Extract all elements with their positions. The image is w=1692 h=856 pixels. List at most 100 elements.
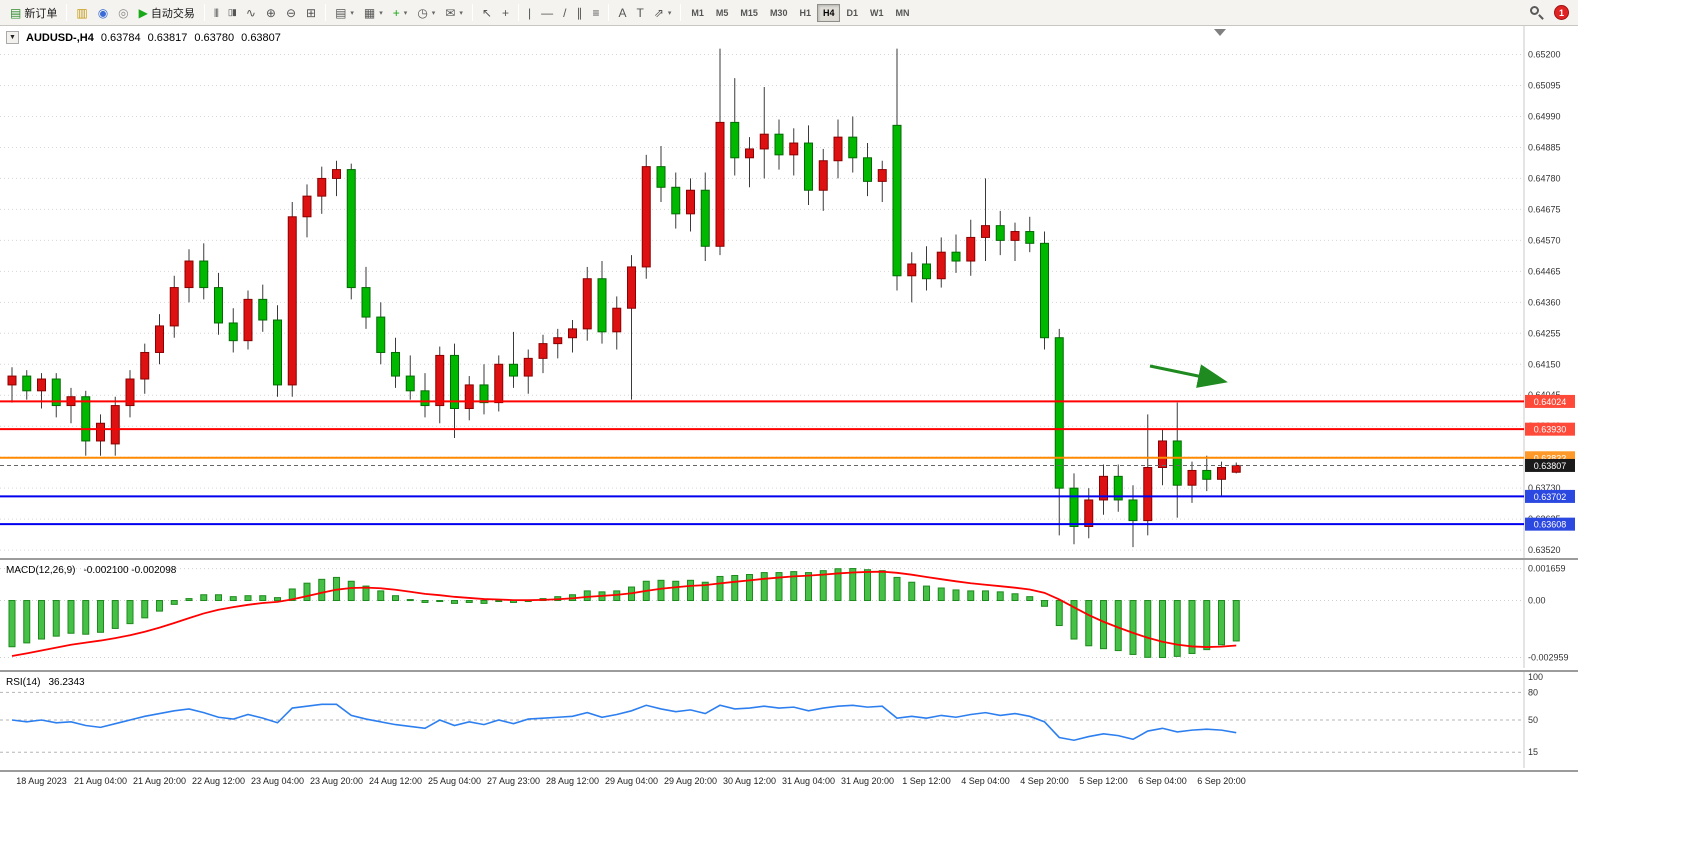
chevron-down-icon[interactable]: ▾ [459,9,463,17]
candle [951,251,961,262]
rsi-tick-label: 100 [1528,672,1543,682]
timeframe-m30[interactable]: M30 [769,7,788,18]
panel-splitter[interactable] [0,558,1578,560]
candle [981,225,990,238]
macd-histogram-bar [819,570,827,602]
price-tick-label: 0.65095 [1528,81,1561,91]
crosshair-icon-glyph: + [501,5,509,20]
horizontal-line-icon[interactable]: — [536,3,558,23]
candle [509,363,518,377]
timeframe-m1[interactable]: M1 [691,7,704,18]
timeframe-h1[interactable]: H1 [799,7,811,18]
candle [346,169,356,289]
rsi-tick-label: 15 [1528,747,1538,757]
chevron-down-icon[interactable]: ▾ [403,9,408,17]
chart-window[interactable]: 0.65200 0.65095 0.64990 0.64885 0.64780 0.646… [0,26,1578,792]
time-label: 1 Sep 12:00 [902,776,951,786]
candle [966,236,976,262]
arrow-annotation[interactable] [1149,364,1228,388]
chevron-down-icon[interactable]: ▾ [379,9,383,17]
price-label: 0.63930 [1534,425,1567,435]
profiles-icon[interactable]: ▦ ▾ [359,3,388,23]
toolbar-separator [66,4,68,21]
candlestick-chart-icon[interactable]: ▯▮ [223,3,241,23]
chart-collapse-icon[interactable]: ▼ [6,31,19,44]
rsi-panel-canvas[interactable]: 100 80 50 15 [0,672,1578,768]
terminal-icon[interactable]: ▥ [71,3,92,23]
candle [1069,487,1079,528]
time-label: 5 Sep 12:00 [1079,776,1128,786]
chevron-down-icon[interactable]: ▾ [667,9,672,17]
period-clock-icon[interactable]: ◷ ▾ [412,3,440,23]
candle [553,337,563,345]
macd-histogram-bar [775,572,783,602]
macd-histogram-bar [1188,600,1196,654]
candle [37,378,46,392]
macd-histogram-bar [878,570,886,602]
cursor-icon[interactable]: ↖ [477,3,497,23]
text-icon[interactable]: A [613,3,631,23]
timeframe-w1[interactable]: W1 [870,7,884,18]
candle [892,124,902,277]
timeframe-mn[interactable]: MN [895,7,910,18]
timeframe-m5[interactable]: M5 [715,7,729,18]
macd-histogram-bar [952,589,960,602]
new-order-button[interactable]: ▤ 新订单 [5,3,62,23]
line-chart-icon[interactable]: ∿ [241,3,261,23]
templates-icon[interactable]: ✉ ▾ [440,3,468,23]
panel-splitter[interactable] [0,770,1578,772]
time-label: 31 Aug 20:00 [840,776,895,786]
macd-histogram-bar [701,581,709,602]
charts-list-icon[interactable]: ▤ ▾ [330,3,359,23]
panel-splitter[interactable] [0,670,1578,672]
main-chart-canvas[interactable]: 0.65200 0.65095 0.64990 0.64885 0.64780 0.646… [0,26,1578,558]
time-axis[interactable]: 18 Aug 2023 21 Aug 04:00 21 Aug 20:00 22 Au… [0,772,1524,790]
time-label: 29 Aug 20:00 [663,776,718,786]
macd-tick-label: -0.002959 [1528,653,1569,663]
timeframe-h4[interactable]: H4 [816,3,841,22]
market-watch-icon[interactable]: ◉ [93,3,113,23]
crosshair-icon[interactable]: + [497,3,514,23]
candle [877,169,887,182]
candle [420,390,430,407]
candle [1202,469,1212,480]
chevron-down-icon[interactable]: ▾ [431,9,436,17]
autotrading-button[interactable]: ▶ 自动交易 [134,3,200,23]
timeframe-d1[interactable]: D1 [846,7,858,18]
arrows-icon[interactable]: ⇗ ▾ [649,3,677,23]
zoom-out-icon[interactable]: ⊖ [281,3,301,23]
bar-chart-icon[interactable]: ||| [209,3,223,23]
macd-histogram-bar [111,600,119,629]
price-tick-label: 0.64780 [1528,173,1561,183]
zoom-in-icon[interactable]: ⊕ [261,3,281,23]
price-tick-label: 0.64465 [1528,266,1561,276]
macd-histogram-bar [1011,593,1019,602]
macd-panel-canvas[interactable]: 0.001659 0.00 -0.002959 [0,560,1578,668]
time-label: 28 Aug 12:00 [545,776,600,786]
macd-histogram-bar [451,600,458,604]
notification-badge[interactable]: 1 [1554,5,1569,20]
macd-histogram-bar [864,569,871,602]
macd-histogram-bar [185,598,193,602]
terminal-icon-glyph: ▥ [76,5,88,20]
candle [110,405,120,445]
main-toolbar: ▤ 新订单 ▥ ◉ ◎ ▶ 自动交易 ||| ▯▮ ∿ ⊕ ⊖ ⊞ ▤ ▾ ▦ ▾ + ▾ ◷ ▾ ✉ ▾ ↖ + | — / ∥ ≡ A T… [0,0,1578,26]
macd-histogram-bar [200,594,208,602]
macd-histogram-bar [170,600,178,605]
channel-icon[interactable]: ∥ [571,3,587,23]
candle [715,121,725,247]
chevron-down-icon[interactable]: ▾ [350,9,354,17]
navigator-icon[interactable]: ◎ [113,3,133,23]
add-indicator-icon[interactable]: + ▾ [388,3,413,23]
trendline-icon[interactable]: / [558,3,571,23]
vertical-line-icon[interactable]: | [523,3,536,23]
search-icon[interactable] [1528,4,1546,22]
macd-histogram-bar [760,572,768,602]
text-label-icon[interactable]: T [631,3,648,23]
timeframe-m15[interactable]: M15 [740,7,758,18]
navigator-icon-glyph: ◎ [118,5,129,20]
tile-windows-icon[interactable]: ⊞ [301,3,321,23]
fibonacci-icon[interactable]: ≡ [587,3,604,23]
candle [1128,499,1138,522]
chart-shift-marker[interactable] [1214,29,1226,36]
